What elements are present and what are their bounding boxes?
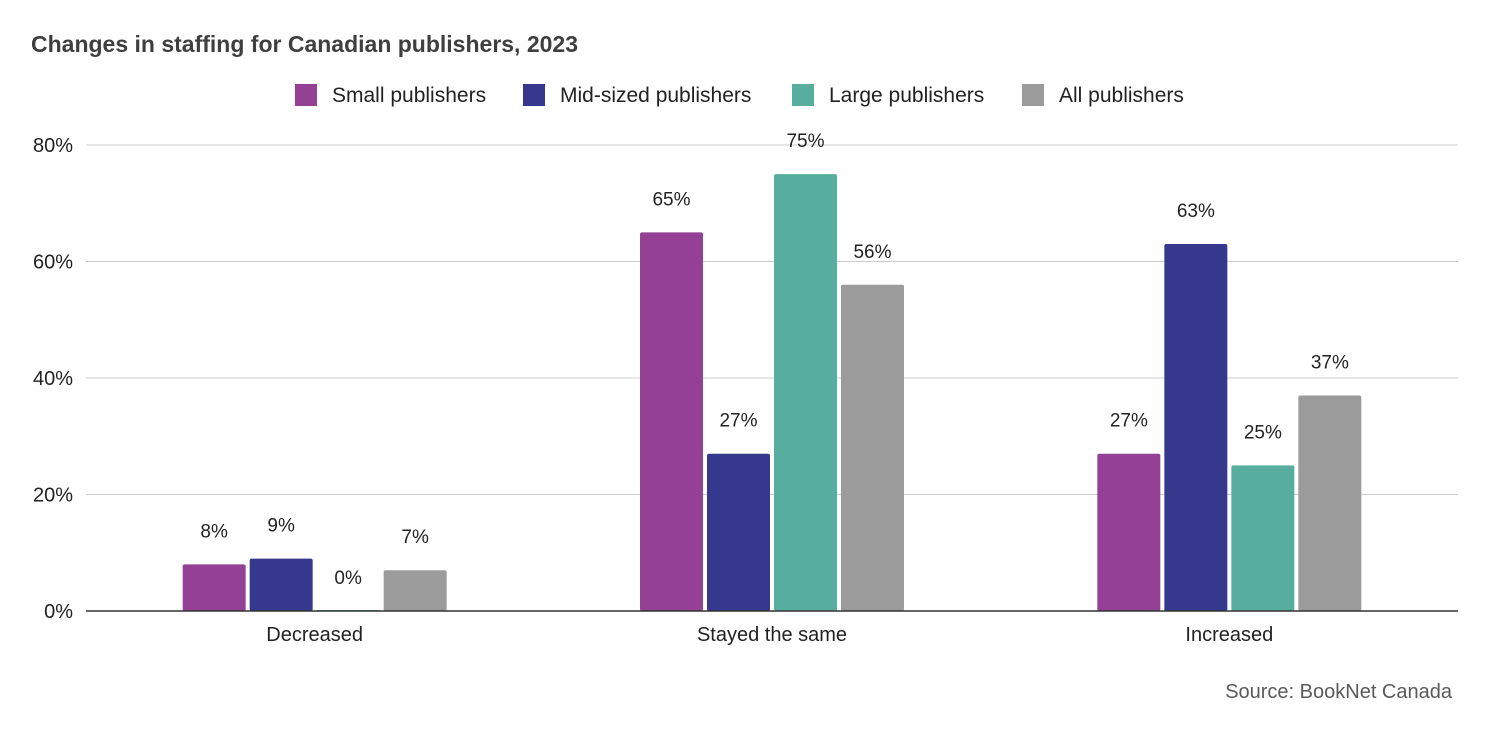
bar <box>774 174 837 611</box>
legend-swatch <box>295 84 317 106</box>
data-label: 9% <box>267 516 295 537</box>
legend-label: Large publishers <box>829 84 984 107</box>
data-label: 8% <box>200 521 228 542</box>
bar <box>640 232 703 611</box>
data-label: 65% <box>652 189 690 210</box>
legend: Small publishers Mid-sized publishers Larg… <box>295 84 1184 107</box>
data-label: 27% <box>1110 411 1148 432</box>
data-label: 63% <box>1177 201 1215 222</box>
data-label: 27% <box>719 411 757 432</box>
data-labels: 8% 9% 0% 7% 65% 27% 75% 56% 27% 63% 25% 37% <box>200 131 1349 589</box>
y-axis: 0% 20% 40% 60% 80% <box>33 135 73 623</box>
bar <box>1298 395 1362 611</box>
data-label: 56% <box>853 242 891 263</box>
y-tick-label: 0% <box>44 601 73 623</box>
legend-swatch <box>1022 84 1044 106</box>
gridlines <box>86 144 1458 495</box>
chart-title: Changes in staffing for Canadian publish… <box>31 31 578 57</box>
legend-swatch <box>792 84 814 106</box>
bar <box>1231 465 1295 611</box>
y-tick-label: 60% <box>33 252 73 274</box>
x-tick-label: Increased <box>1185 624 1273 646</box>
bar <box>1164 244 1228 611</box>
bar <box>841 284 904 611</box>
x-tick-label: Stayed the same <box>697 624 847 646</box>
y-tick-label: 20% <box>33 485 73 507</box>
data-label: 7% <box>401 527 429 548</box>
legend-swatch <box>523 84 545 106</box>
bars <box>182 174 1362 611</box>
legend-label: Mid-sized publishers <box>560 84 751 107</box>
data-label: 0% <box>334 568 362 589</box>
x-axis: Decreased Stayed the same Increased <box>266 624 1273 646</box>
bar <box>249 558 313 611</box>
bar <box>707 453 770 611</box>
legend-label: All publishers <box>1059 84 1184 107</box>
data-label: 25% <box>1244 422 1282 443</box>
y-tick-label: 40% <box>33 368 73 390</box>
data-label: 75% <box>786 131 824 152</box>
y-tick-label: 80% <box>33 135 73 157</box>
source-note: Source: BookNet Canada <box>1225 681 1453 703</box>
legend-label: Small publishers <box>332 84 486 107</box>
x-tick-label: Decreased <box>266 624 363 646</box>
bar <box>383 570 447 611</box>
bar <box>182 564 246 611</box>
data-label: 37% <box>1311 352 1349 373</box>
bar <box>1097 453 1161 611</box>
